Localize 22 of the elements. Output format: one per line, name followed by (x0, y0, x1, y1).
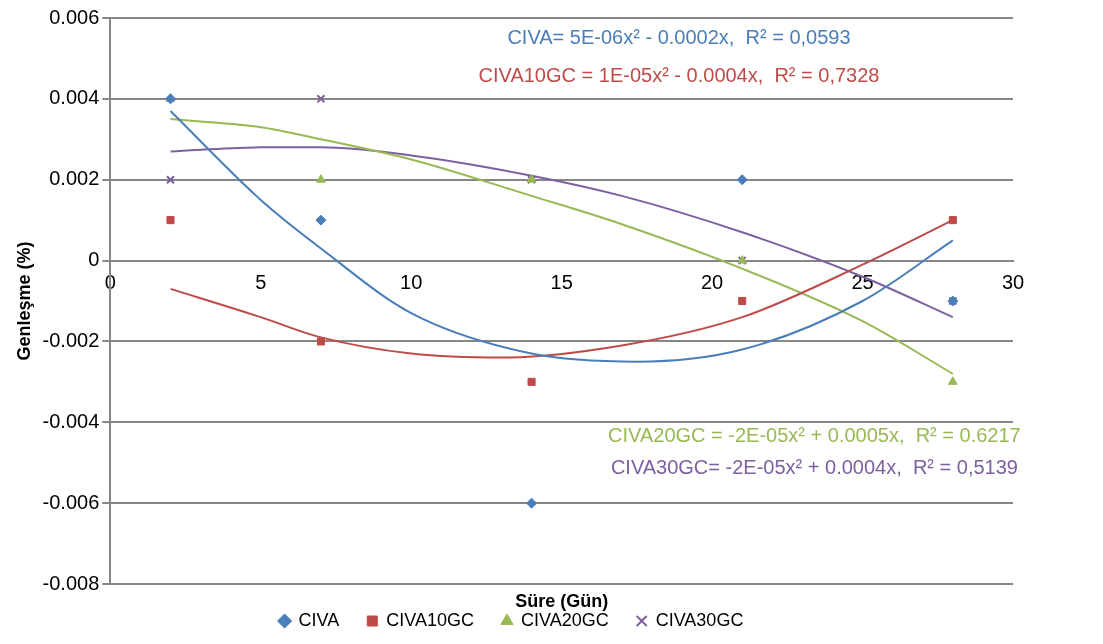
annotation: CIVA30GC= -2E-05x² + 0.0004x, R² = 0,5139 (610, 456, 1018, 479)
y-axis-title: Genleşme (%) (13, 241, 34, 361)
y-tick-label: -0.008 (42, 571, 100, 594)
x-tick-label: 20 (700, 271, 724, 294)
legend-label: CIVA (298, 609, 340, 630)
y-tick-label: -0.004 (42, 409, 100, 432)
annotation: CIVA20GC = -2E-05x² + 0.0005x, R² = 0.6217 (608, 424, 1021, 447)
y-tick-label: 0 (88, 248, 100, 271)
x-tick-label: 5 (255, 271, 267, 294)
y-tick-label: 0.002 (49, 167, 100, 190)
y-tick-label: -0.006 (42, 490, 100, 513)
x-tick-label: 10 (400, 271, 423, 294)
y-tick-label: 0.006 (49, 5, 100, 28)
legend-label: CIVA30GC (655, 609, 744, 630)
annotation: CIVA10GC = 1E-05x² - 0.0004x, R² = 0,7328 (478, 63, 880, 86)
x-axis-title: Süre (Gün) (515, 590, 609, 611)
x-tick-label: 30 (1001, 271, 1025, 294)
y-tick-label: -0.002 (42, 328, 100, 351)
annotation: CIVA= 5E-06x² - 0.0002x, R² = 0,0593 (507, 25, 851, 48)
x-tick-label: 15 (550, 271, 573, 294)
legend-label: CIVA10GC (386, 609, 474, 630)
y-tick-label: 0.004 (49, 86, 100, 109)
